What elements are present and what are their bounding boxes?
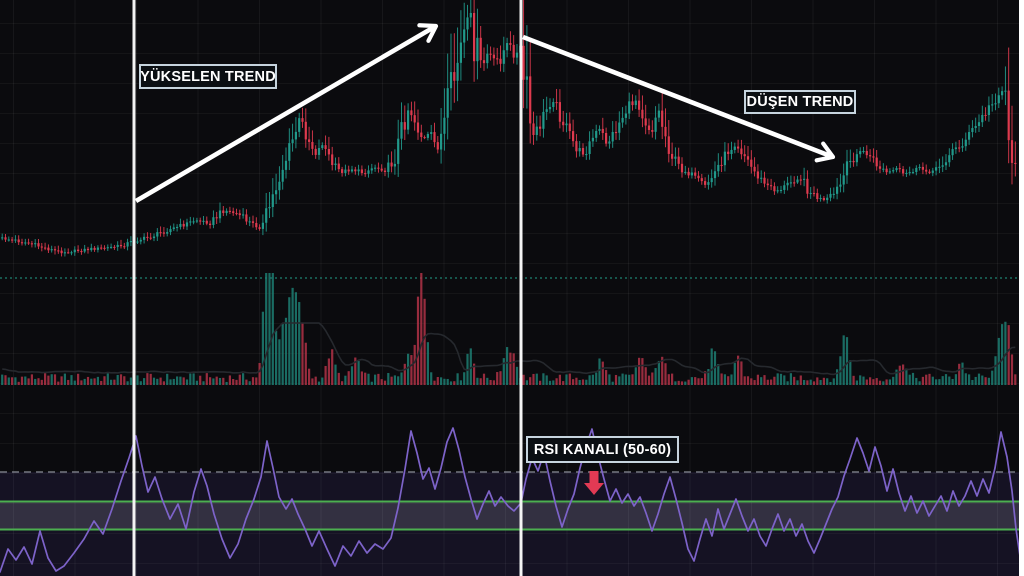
trend-arrows[interactable] bbox=[134, 23, 836, 203]
candles bbox=[1, 0, 1017, 257]
rsi-channel-label[interactable]: RSI KANALI (50-60) bbox=[526, 436, 679, 463]
rsi-indicator bbox=[0, 427, 1024, 573]
uptrend-label[interactable]: YÜKSELEN TREND bbox=[139, 64, 277, 89]
rsi-band bbox=[0, 472, 1024, 576]
right-edge-strip bbox=[1019, 0, 1024, 576]
downtrend-label[interactable]: DÜŞEN TREND bbox=[744, 90, 856, 114]
volume-bars bbox=[1, 273, 1017, 385]
down-arrow-marker[interactable] bbox=[584, 471, 604, 495]
vertical-lines[interactable] bbox=[132, 0, 523, 576]
volume-ma-line bbox=[2, 322, 1016, 376]
